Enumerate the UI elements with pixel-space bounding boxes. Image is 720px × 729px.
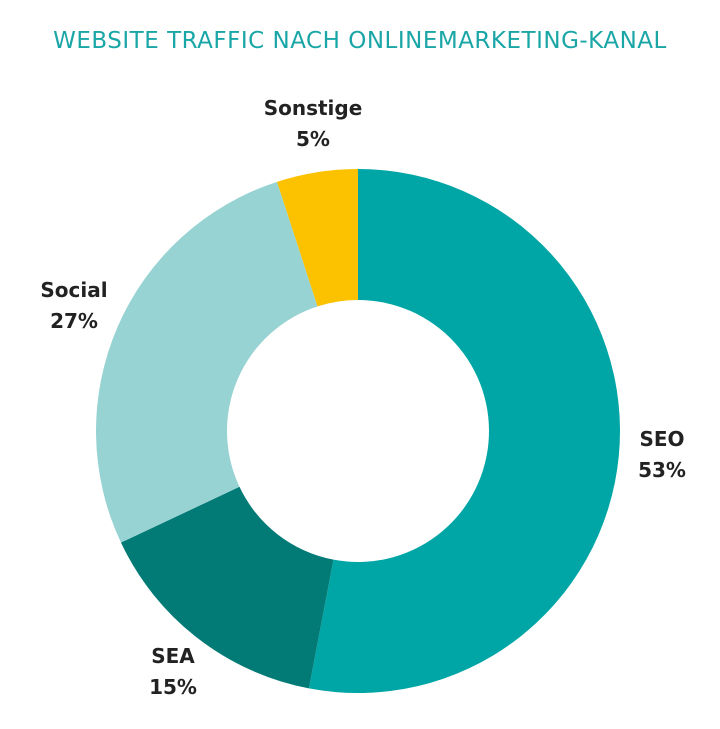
- slice-label-social: Social: [40, 278, 107, 302]
- slice-labels: SEO 53% SEA 15% Social 27% Sonstige 5%: [40, 96, 686, 699]
- slice-value-seo: 53%: [638, 458, 686, 482]
- slice-label-seo: SEO: [639, 427, 684, 451]
- slice-label-sonstige: Sonstige: [264, 96, 363, 120]
- donut-slices: [95, 169, 621, 693]
- slice-sonstige: [277, 169, 358, 307]
- slice-sea: [120, 486, 334, 689]
- slice-value-social: 27%: [50, 309, 98, 333]
- slice-value-sea: 15%: [149, 675, 197, 699]
- slice-label-sea: SEA: [151, 644, 195, 668]
- slice-social: [95, 181, 318, 543]
- chart-title: WEBSITE TRAFFIC NACH ONLINEMARKETING-KAN…: [53, 28, 667, 54]
- slice-seo: [308, 169, 621, 693]
- slice-value-sonstige: 5%: [296, 127, 330, 151]
